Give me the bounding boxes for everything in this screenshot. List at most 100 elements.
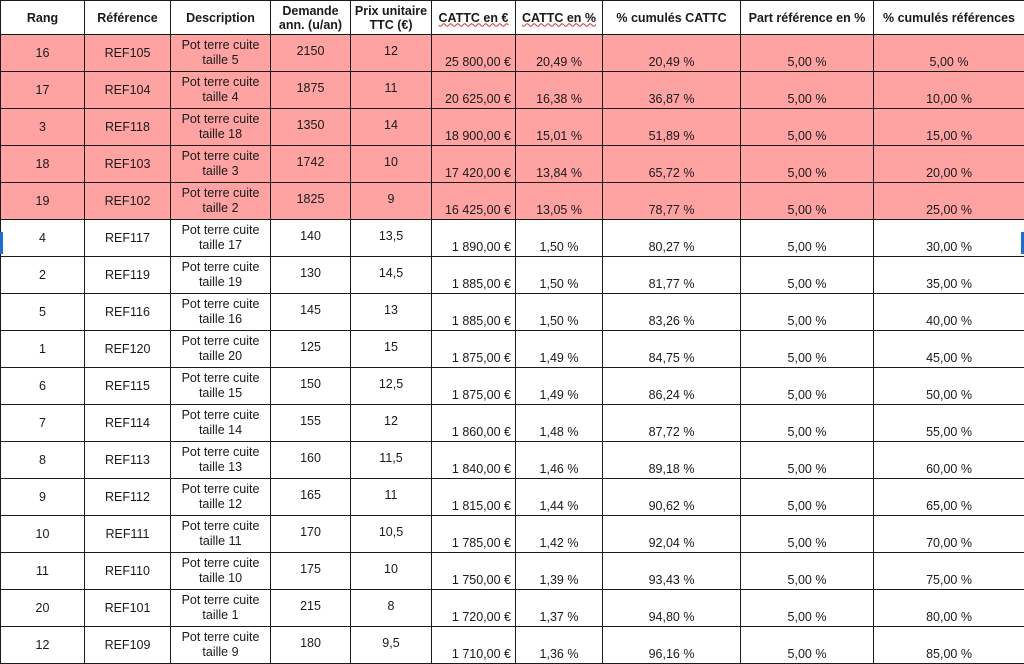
reference-cell[interactable]: REF113 xyxy=(85,442,171,479)
rang-cell[interactable]: 3 xyxy=(1,109,85,146)
cattc-eur-cell[interactable]: 1 885,00 € xyxy=(432,294,516,331)
part-ref-cell[interactable]: 5,00 % xyxy=(741,553,874,590)
reference-cell[interactable]: REF109 xyxy=(85,627,171,664)
cum-ref-cell[interactable]: 35,00 % xyxy=(874,257,1024,294)
prix-cell[interactable]: 11 xyxy=(351,72,432,109)
demande-cell[interactable]: 165 xyxy=(271,479,351,516)
cum-cattc-cell[interactable]: 92,04 % xyxy=(603,516,741,553)
prix-cell[interactable]: 10,5 xyxy=(351,516,432,553)
cum-cattc-cell[interactable]: 78,77 % xyxy=(603,183,741,220)
reference-cell[interactable]: REF112 xyxy=(85,479,171,516)
part-ref-cell[interactable]: 5,00 % xyxy=(741,72,874,109)
header-demande[interactable]: Demande ann. (u/an) xyxy=(271,1,351,35)
cum-cattc-cell[interactable]: 87,72 % xyxy=(603,405,741,442)
cum-ref-cell[interactable]: 65,00 % xyxy=(874,479,1024,516)
cum-cattc-cell[interactable]: 93,43 % xyxy=(603,553,741,590)
demande-cell[interactable]: 150 xyxy=(271,368,351,405)
part-ref-cell[interactable]: 5,00 % xyxy=(741,109,874,146)
demande-cell[interactable]: 180 xyxy=(271,627,351,664)
cattc-pct-cell[interactable]: 1,42 % xyxy=(516,516,603,553)
rang-cell[interactable]: 6 xyxy=(1,368,85,405)
prix-cell[interactable]: 8 xyxy=(351,590,432,627)
header-reference[interactable]: Référence xyxy=(85,1,171,35)
reference-cell[interactable]: REF111 xyxy=(85,516,171,553)
demande-cell[interactable]: 130 xyxy=(271,257,351,294)
prix-cell[interactable]: 12 xyxy=(351,405,432,442)
cattc-eur-cell[interactable]: 1 785,00 € xyxy=(432,516,516,553)
cum-cattc-cell[interactable]: 36,87 % xyxy=(603,72,741,109)
demande-cell[interactable]: 1875 xyxy=(271,72,351,109)
cattc-pct-cell[interactable]: 1,37 % xyxy=(516,590,603,627)
cattc-eur-cell[interactable]: 17 420,00 € xyxy=(432,146,516,183)
demande-cell[interactable]: 145 xyxy=(271,294,351,331)
rang-cell[interactable]: 2 xyxy=(1,257,85,294)
reference-cell[interactable]: REF120 xyxy=(85,331,171,368)
reference-cell[interactable]: REF101 xyxy=(85,590,171,627)
cum-ref-cell[interactable]: 55,00 % xyxy=(874,405,1024,442)
demande-cell[interactable]: 175 xyxy=(271,553,351,590)
demande-cell[interactable]: 215 xyxy=(271,590,351,627)
part-ref-cell[interactable]: 5,00 % xyxy=(741,220,874,257)
cum-cattc-cell[interactable]: 20,49 % xyxy=(603,35,741,72)
cum-ref-cell[interactable]: 15,00 % xyxy=(874,109,1024,146)
cum-ref-cell[interactable]: 70,00 % xyxy=(874,516,1024,553)
cattc-pct-cell[interactable]: 20,49 % xyxy=(516,35,603,72)
cum-ref-cell[interactable]: 75,00 % xyxy=(874,553,1024,590)
prix-cell[interactable]: 9 xyxy=(351,183,432,220)
cattc-eur-cell[interactable]: 1 875,00 € xyxy=(432,331,516,368)
header-rang[interactable]: Rang xyxy=(1,1,85,35)
cum-cattc-cell[interactable]: 84,75 % xyxy=(603,331,741,368)
demande-cell[interactable]: 140 xyxy=(271,220,351,257)
cum-ref-cell[interactable]: 45,00 % xyxy=(874,331,1024,368)
cum-ref-cell[interactable]: 20,00 % xyxy=(874,146,1024,183)
reference-cell[interactable]: REF103 xyxy=(85,146,171,183)
part-ref-cell[interactable]: 5,00 % xyxy=(741,146,874,183)
cattc-pct-cell[interactable]: 13,05 % xyxy=(516,183,603,220)
part-ref-cell[interactable]: 5,00 % xyxy=(741,294,874,331)
cattc-eur-cell[interactable]: 1 840,00 € xyxy=(432,442,516,479)
reference-cell[interactable]: REF114 xyxy=(85,405,171,442)
cum-cattc-cell[interactable]: 83,26 % xyxy=(603,294,741,331)
cattc-eur-cell[interactable]: 1 890,00 € xyxy=(432,220,516,257)
cattc-pct-cell[interactable]: 1,36 % xyxy=(516,627,603,664)
cattc-eur-cell[interactable]: 1 875,00 € xyxy=(432,368,516,405)
rang-cell[interactable]: 11 xyxy=(1,553,85,590)
cattc-pct-cell[interactable]: 1,49 % xyxy=(516,368,603,405)
demande-cell[interactable]: 155 xyxy=(271,405,351,442)
part-ref-cell[interactable]: 5,00 % xyxy=(741,368,874,405)
cum-ref-cell[interactable]: 10,00 % xyxy=(874,72,1024,109)
cattc-pct-cell[interactable]: 1,50 % xyxy=(516,294,603,331)
prix-cell[interactable]: 10 xyxy=(351,553,432,590)
demande-cell[interactable]: 160 xyxy=(271,442,351,479)
rang-cell[interactable]: 7 xyxy=(1,405,85,442)
rang-cell[interactable]: 10 xyxy=(1,516,85,553)
part-ref-cell[interactable]: 5,00 % xyxy=(741,442,874,479)
header-part-ref[interactable]: Part référence en % xyxy=(741,1,874,35)
reference-cell[interactable]: REF104 xyxy=(85,72,171,109)
prix-cell[interactable]: 13,5 xyxy=(351,220,432,257)
demande-cell[interactable]: 1825 xyxy=(271,183,351,220)
cattc-eur-cell[interactable]: 16 425,00 € xyxy=(432,183,516,220)
rang-cell[interactable]: 5 xyxy=(1,294,85,331)
header-prix[interactable]: Prix unitaire TTC (€) xyxy=(351,1,432,35)
prix-cell[interactable]: 14,5 xyxy=(351,257,432,294)
cattc-eur-cell[interactable]: 1 710,00 € xyxy=(432,627,516,664)
part-ref-cell[interactable]: 5,00 % xyxy=(741,516,874,553)
cattc-eur-cell[interactable]: 20 625,00 € xyxy=(432,72,516,109)
part-ref-cell[interactable]: 5,00 % xyxy=(741,479,874,516)
demande-cell[interactable]: 1350 xyxy=(271,109,351,146)
part-ref-cell[interactable]: 5,00 % xyxy=(741,627,874,664)
prix-cell[interactable]: 11,5 xyxy=(351,442,432,479)
prix-cell[interactable]: 12,5 xyxy=(351,368,432,405)
cum-cattc-cell[interactable]: 89,18 % xyxy=(603,442,741,479)
header-cattc-pct[interactable]: CATTC en % xyxy=(516,1,603,35)
rang-cell[interactable]: 17 xyxy=(1,72,85,109)
